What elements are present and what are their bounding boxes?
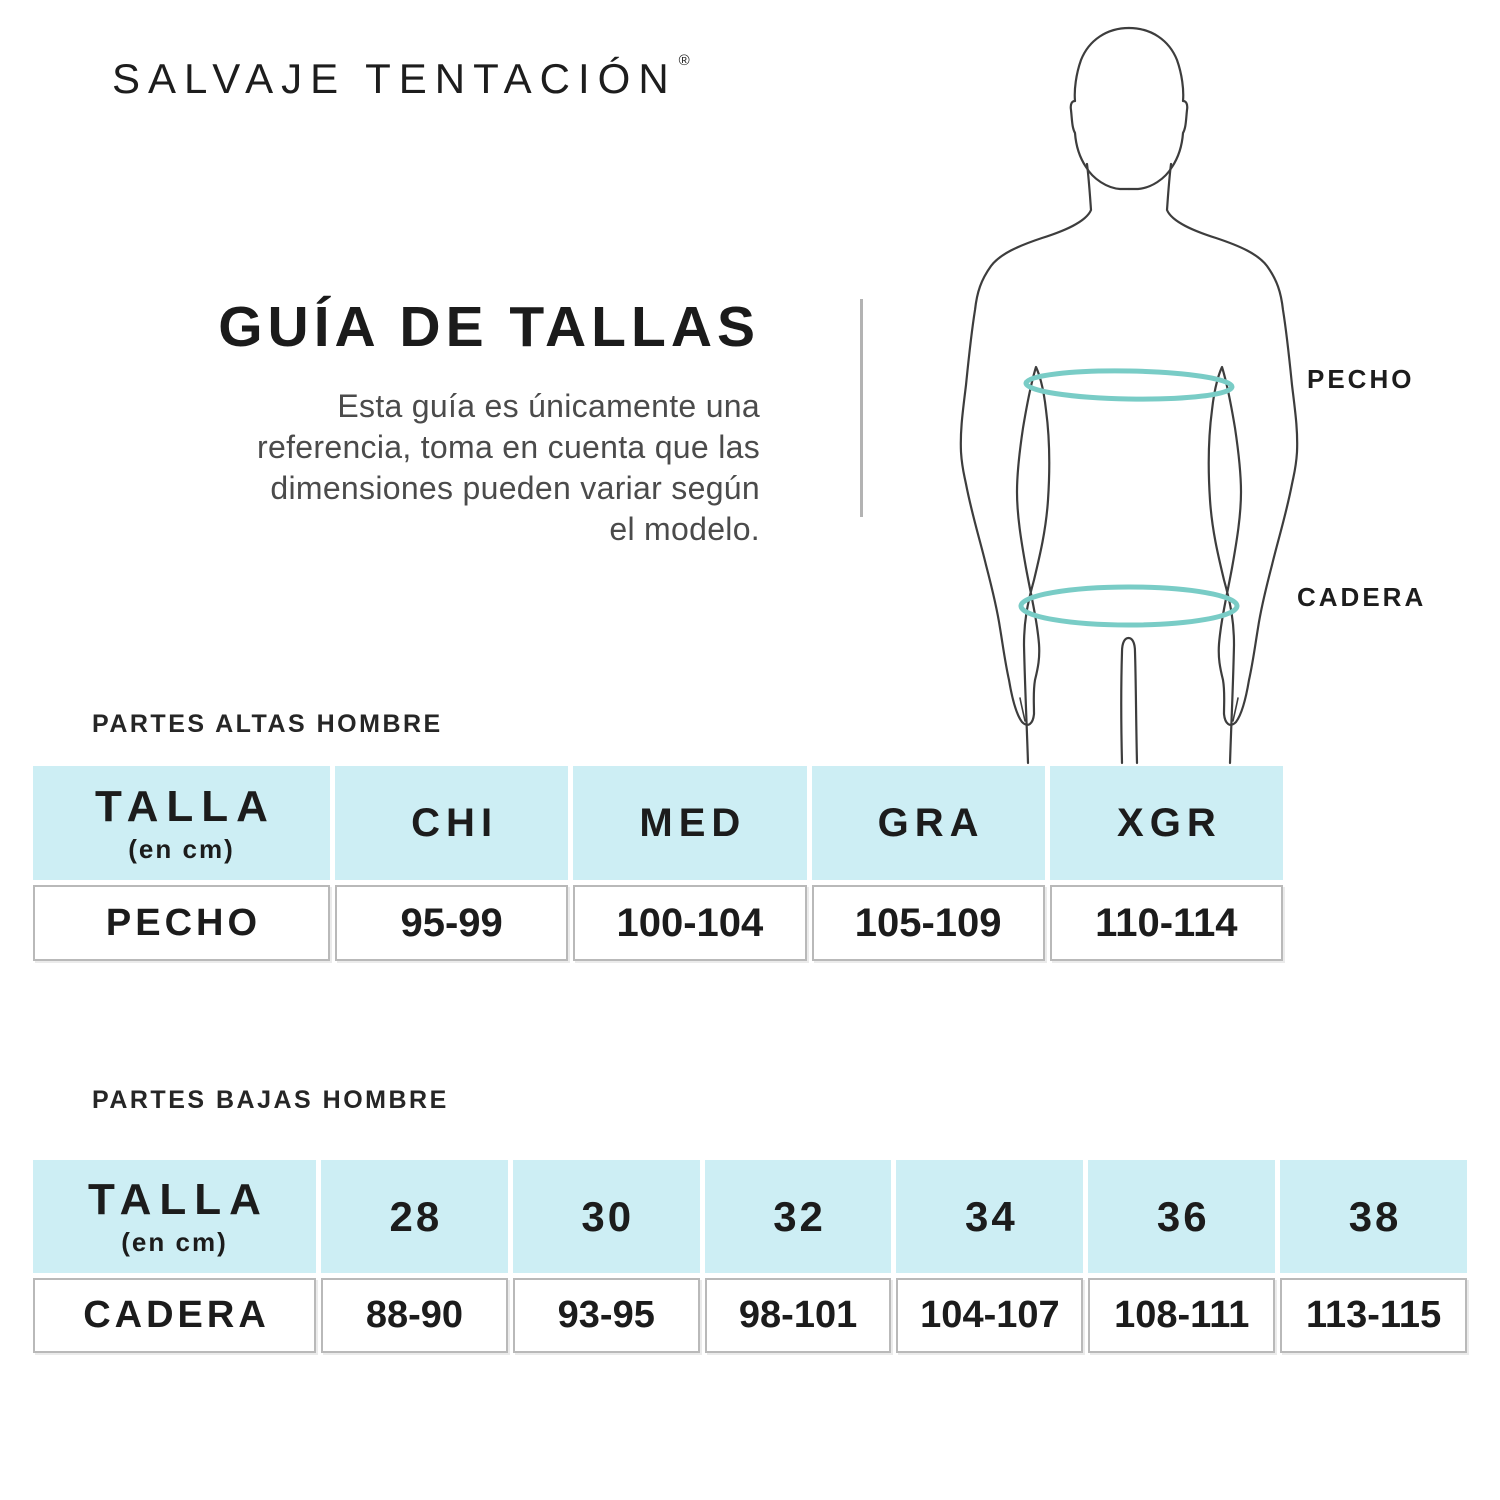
table-header-talla: TALLA (en cm) [33, 1160, 316, 1273]
table-header-32: 32 [704, 1160, 892, 1273]
table-header-talla: TALLA (en cm) [33, 766, 330, 880]
description: Esta guía es únicamente una referencia, … [60, 386, 760, 550]
table-partes-altas: TALLA (en cm) CHI MED GRA XGR PECHO 95-9… [33, 766, 1283, 961]
torso-arm-outline [959, 162, 1093, 765]
table-header-36: 36 [1088, 1160, 1276, 1273]
brand-name: SALVAJE TENTACIÓN [112, 55, 677, 102]
table-row-label-pecho: PECHO [33, 885, 330, 961]
section-label-partes-bajas: PARTES BAJAS HOMBRE [92, 1086, 449, 1114]
table-cell: 113-115 [1280, 1278, 1467, 1353]
table-cell: 93-95 [512, 1278, 700, 1353]
table-header-med: MED [573, 766, 807, 880]
table-header-gra: GRA [811, 766, 1045, 880]
table-header-28: 28 [321, 1160, 508, 1273]
hip-label: CADERA [1297, 582, 1427, 612]
table-header-xgr: XGR [1049, 766, 1283, 880]
finger-line [1019, 697, 1026, 722]
table-cell: 95-99 [335, 885, 569, 961]
page-title: GUÍA DE TALLAS [218, 295, 760, 359]
brand-logo: SALVAJE TENTACIÓN ® [112, 52, 690, 103]
chest-label: PECHO [1307, 364, 1415, 394]
table-partes-bajas: TALLA (en cm) 28 30 32 34 36 38 CADERA 8… [33, 1160, 1467, 1353]
table-cell: 98-101 [704, 1278, 892, 1353]
table-cell: 100-104 [573, 885, 807, 961]
table-cell: 104-107 [896, 1278, 1084, 1353]
description-line: dimensiones pueden variar según [270, 470, 760, 506]
head-outline [1069, 26, 1131, 191]
description-line: el modelo. [609, 511, 760, 547]
table-row-label-cadera: CADERA [33, 1278, 316, 1353]
description-line: Esta guía es únicamente una [337, 388, 760, 424]
table-cell: 88-90 [321, 1278, 508, 1353]
table-header-38: 38 [1280, 1160, 1467, 1273]
talla-unit-label: (en cm) [121, 1227, 228, 1257]
section-label-partes-altas: PARTES ALTAS HOMBRE [92, 710, 443, 738]
hip-measure-band [1018, 584, 1240, 628]
table-header-chi: CHI [335, 766, 569, 880]
body-outline-left-half [959, 26, 1131, 765]
talla-unit-label: (en cm) [128, 833, 235, 864]
table-cell: 105-109 [811, 885, 1045, 961]
table-header-30: 30 [512, 1160, 700, 1273]
vertical-divider [860, 299, 863, 517]
chest-measure-band [1023, 368, 1235, 402]
table-cell: 110-114 [1049, 885, 1283, 961]
intro-block: GUÍA DE TALLAS Esta guía es únicamente u… [60, 294, 760, 550]
legs-gap-line [1120, 636, 1139, 765]
table-cell: 108-111 [1088, 1278, 1276, 1353]
talla-label: TALLA [95, 781, 276, 831]
registered-mark-icon: ® [678, 52, 690, 69]
table-header-34: 34 [896, 1160, 1084, 1273]
description-line: referencia, toma en cuenta que las [257, 429, 760, 465]
talla-label: TALLA [88, 1175, 269, 1224]
